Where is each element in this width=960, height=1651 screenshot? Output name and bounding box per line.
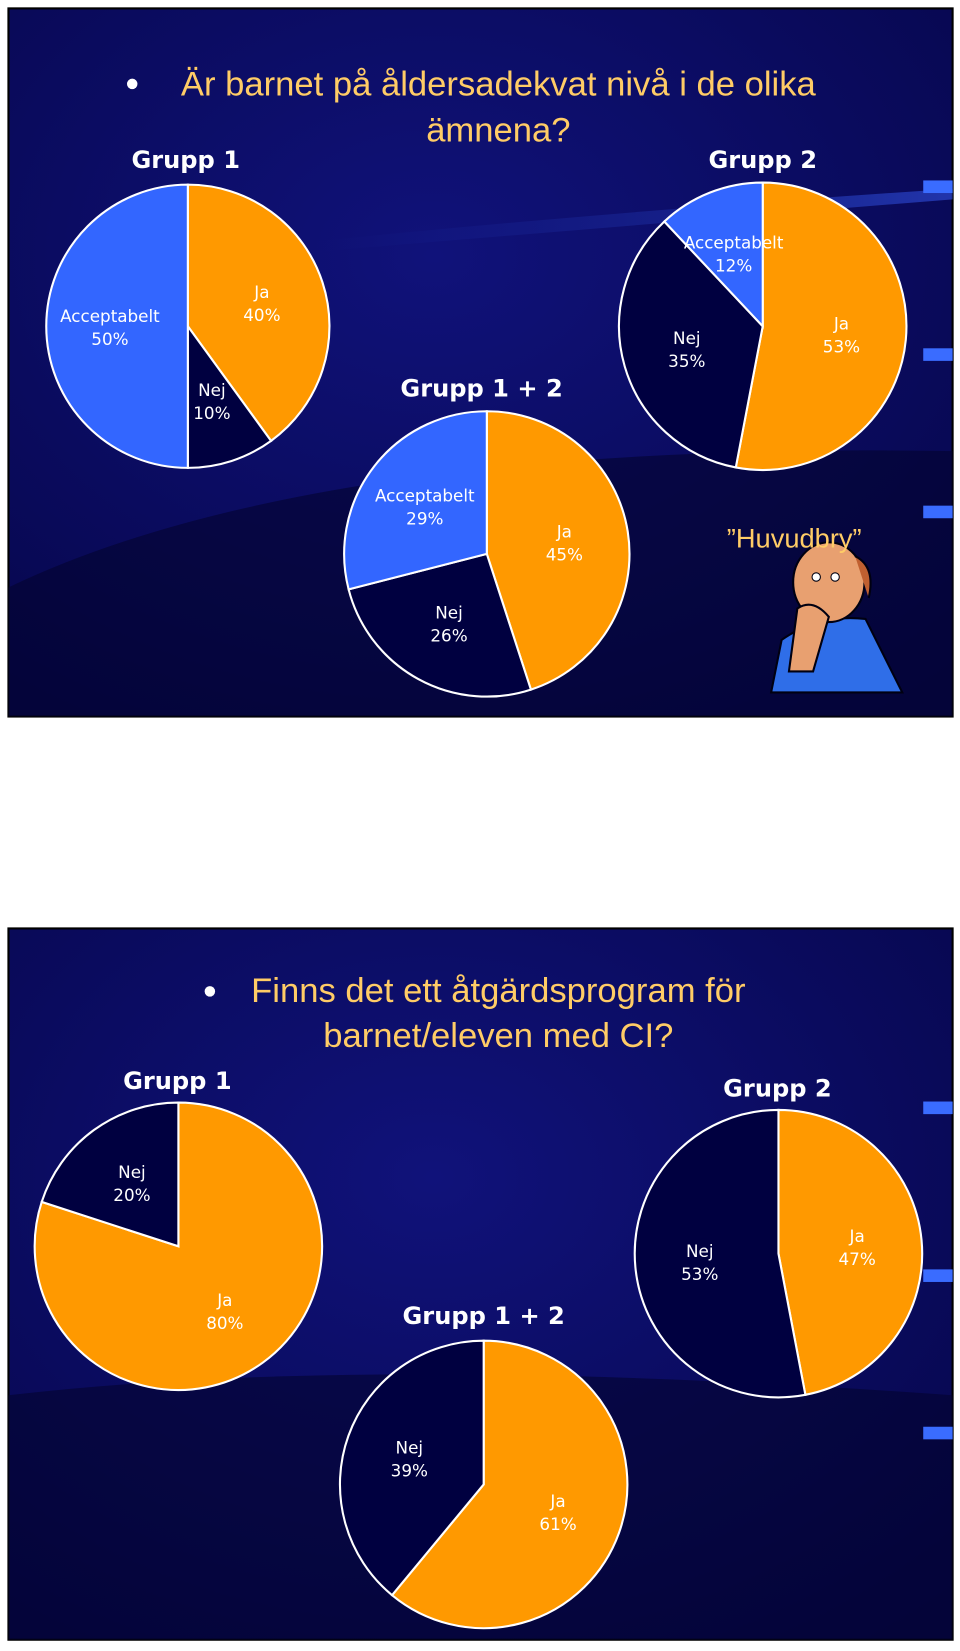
edge-mark xyxy=(923,1101,953,1115)
edge-mark xyxy=(923,180,953,194)
slide-title: barnet/eleven med CI? xyxy=(323,1017,673,1055)
slice-label: Acceptabelt xyxy=(60,306,160,326)
chart-title: Grupp 1 + 2 xyxy=(403,1302,565,1330)
slice-value-label: 80% xyxy=(206,1313,243,1333)
edge-mark xyxy=(923,1269,953,1282)
slide-title: Finns det ett åtgärdsprogram för xyxy=(251,972,745,1010)
chart-title: Grupp 1 xyxy=(131,146,240,174)
pie-slice xyxy=(40,1101,180,1248)
slice-label: Acceptabelt xyxy=(684,233,784,253)
slice-label: Nej xyxy=(396,1437,424,1457)
slice-value-label: 12% xyxy=(715,256,752,276)
slice-label: Nej xyxy=(673,328,701,348)
slice-label: Ja xyxy=(549,1491,565,1511)
edge-mark xyxy=(923,348,953,361)
slice-label: Nej xyxy=(198,380,226,400)
slice-value-label: 45% xyxy=(546,545,583,565)
slice-value-label: 40% xyxy=(243,305,280,325)
pie-slice xyxy=(617,220,764,469)
slice-value-label: 53% xyxy=(823,337,860,357)
slice-label: Nej xyxy=(118,1162,146,1182)
chart-title: Grupp 1 xyxy=(123,1067,232,1095)
pie-slice xyxy=(734,181,908,472)
slice-label: Ja xyxy=(556,521,572,541)
slice-value-label: 35% xyxy=(668,351,705,371)
pie-slice xyxy=(186,183,331,443)
slice-value-label: 10% xyxy=(193,403,230,423)
pie-slice xyxy=(390,1339,629,1630)
bullet xyxy=(126,78,138,90)
pie-slice xyxy=(338,1339,485,1597)
slice-label: Ja xyxy=(253,282,269,302)
chart-title: Grupp 1 + 2 xyxy=(400,375,562,403)
bullet xyxy=(204,986,216,997)
edge-mark xyxy=(923,1426,953,1440)
slice-label: Ja xyxy=(833,314,849,334)
edge-mark xyxy=(923,505,953,519)
chart-title: Grupp 2 xyxy=(708,146,817,174)
pie-slice xyxy=(343,410,488,591)
slice-value-label: 53% xyxy=(681,1264,718,1284)
slice-label: Nej xyxy=(435,602,463,622)
slice-value-label: 47% xyxy=(839,1249,876,1269)
slice-value-label: 39% xyxy=(391,1461,428,1481)
pie-slice xyxy=(777,1108,924,1397)
slice-value-label: 26% xyxy=(430,626,467,646)
slice-label: Ja xyxy=(849,1226,865,1246)
pie-slice xyxy=(347,552,533,698)
chart-title: Grupp 2 xyxy=(723,1074,832,1102)
pie-slice xyxy=(45,183,189,469)
slice-label: Nej xyxy=(686,1241,714,1261)
slice-label: Ja xyxy=(216,1290,232,1310)
slice-value-label: 50% xyxy=(91,329,128,349)
slice-value-label: 20% xyxy=(113,1185,150,1205)
slide-title: Är barnet på åldersadekvat nivå i de oli… xyxy=(181,65,817,103)
caption: ”Huvudbry” xyxy=(727,523,862,554)
slice-label: Acceptabelt xyxy=(375,486,475,506)
pie-slice xyxy=(662,181,764,329)
clip-art-thinking-man xyxy=(769,541,904,694)
slice-value-label: 29% xyxy=(406,509,443,529)
pie-slice xyxy=(485,410,631,691)
pie-slice xyxy=(186,323,273,469)
slide-title: ämnena? xyxy=(426,112,570,150)
slice-value-label: 61% xyxy=(539,1514,576,1534)
pie-slice xyxy=(633,1108,807,1399)
